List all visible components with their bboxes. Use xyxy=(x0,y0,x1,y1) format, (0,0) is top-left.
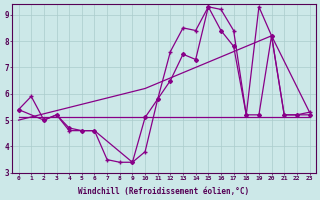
X-axis label: Windchill (Refroidissement éolien,°C): Windchill (Refroidissement éolien,°C) xyxy=(78,187,250,196)
